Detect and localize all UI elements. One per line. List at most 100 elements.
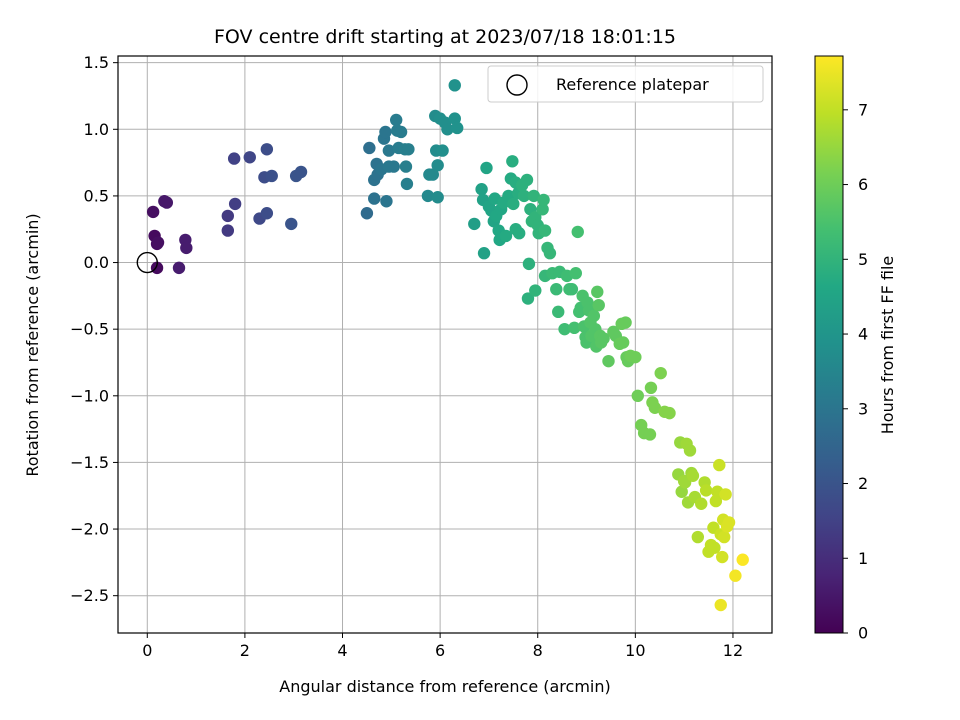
scatter-point	[151, 236, 165, 249]
y-tick-label: −2.0	[70, 520, 109, 539]
scatter-point	[592, 298, 605, 312]
scatter-point	[538, 224, 552, 237]
scatter-point	[565, 282, 579, 296]
scatter-point	[568, 321, 581, 335]
scatter-point	[421, 189, 435, 203]
scatter-point	[729, 569, 742, 582]
scatter-point	[431, 159, 444, 172]
scatter-point	[243, 151, 256, 164]
y-axis-label: Rotation from reference (arcmin)	[23, 213, 42, 476]
colorbar-tick-label: 3	[858, 399, 868, 418]
x-tick-label: 6	[435, 641, 445, 660]
scatter-point	[468, 217, 481, 231]
scatter-point	[552, 305, 565, 319]
x-tick-label: 8	[533, 641, 543, 660]
scatter-point	[719, 488, 732, 501]
scatter-point	[716, 550, 729, 564]
scatter-point	[522, 257, 536, 271]
scatter-point	[512, 227, 526, 240]
scatter-point	[644, 381, 658, 395]
scatter-point	[387, 160, 400, 173]
scatter-point	[146, 205, 160, 219]
scatter-point	[221, 224, 235, 237]
scatter-point	[536, 203, 549, 216]
scatter-point	[382, 144, 396, 157]
scatter-point	[294, 165, 308, 179]
scatter-point	[619, 316, 632, 329]
scatter-point	[591, 285, 604, 299]
scatter-point	[663, 406, 676, 420]
scatter-point	[399, 160, 413, 173]
scatter-point	[527, 189, 541, 203]
x-tick-label: 0	[142, 641, 152, 660]
scatter-point	[448, 112, 461, 125]
scatter-point	[521, 292, 535, 305]
scatter-point	[529, 284, 542, 297]
scatter-point	[227, 152, 241, 165]
colorbar-label: Hours from first FF file	[878, 256, 897, 435]
y-tick-label: 1.0	[84, 120, 109, 139]
scatter-point	[714, 598, 727, 612]
scatter-point	[550, 282, 563, 296]
y-tick-label: −0.5	[70, 320, 109, 339]
scatter-point	[683, 444, 697, 457]
scatter-point	[160, 196, 174, 209]
plot-frame	[117, 55, 773, 634]
legend-label: Reference platepar	[556, 75, 709, 94]
colorbar-tick-label: 2	[858, 474, 868, 493]
scatter-point	[499, 229, 513, 243]
y-tick-label: 0.0	[84, 253, 109, 272]
scatter-point	[616, 336, 630, 349]
colorbar-ticks: 0 1 2 3 4 5 6 7	[843, 100, 868, 643]
scatter-point	[475, 183, 488, 196]
scatter-point	[379, 125, 392, 139]
scatter-point	[736, 553, 749, 566]
scatter-point	[602, 354, 615, 368]
scatter-point	[448, 79, 461, 92]
scatter-point	[717, 530, 731, 544]
colorbar-tick-label: 1	[858, 549, 868, 568]
y-axis: −2.5 −2.0 −1.5 −1.0 −0.5 0.0 0.5 1.0 1.5	[70, 53, 118, 605]
x-tick-label: 4	[337, 641, 347, 660]
scatter-point	[537, 193, 550, 207]
scatter-point	[260, 143, 274, 156]
scatter-point	[431, 191, 444, 204]
scatter-point	[150, 261, 164, 275]
scatter-point	[389, 113, 403, 127]
scatter-point	[631, 389, 644, 403]
scatter-point	[228, 197, 242, 211]
scatter-point	[643, 428, 657, 441]
legend-box	[487, 65, 764, 103]
scatter-point	[426, 168, 439, 181]
scatter-point	[648, 401, 662, 414]
scatter-point	[436, 144, 449, 157]
scatter-point	[285, 217, 298, 231]
reference-marker	[136, 251, 158, 274]
colorbar-tick-label: 0	[858, 624, 868, 643]
legend: Reference platepar	[487, 65, 764, 103]
colorbar: 0 1 2 3 4 5 6 7 Hours from first FF file	[814, 55, 897, 643]
scatter-point	[368, 192, 381, 205]
scatter-point	[221, 209, 235, 223]
y-tick-label: −1.5	[70, 453, 109, 472]
scatter-point	[400, 177, 414, 191]
legend-marker	[506, 74, 528, 96]
scatter-point	[380, 195, 393, 208]
scatter-point	[675, 485, 688, 498]
x-axis: 0 2 4 6 8 10 12	[142, 633, 743, 660]
scatter-point	[722, 516, 736, 529]
scatter-point	[520, 173, 534, 187]
scatter-point	[571, 225, 584, 239]
x-axis-label: Angular distance from reference (arcmin)	[279, 677, 610, 696]
scatter-point	[587, 309, 601, 323]
colorbar-gradient	[814, 55, 844, 634]
scatter-point	[517, 189, 531, 203]
scatter-point	[699, 484, 713, 497]
scatter-point	[543, 247, 557, 260]
scatter-point	[558, 322, 571, 336]
scatter-point	[172, 261, 186, 275]
scatter-point	[180, 241, 193, 255]
y-tick-label: −2.5	[70, 586, 109, 605]
colorbar-tick-label: 4	[858, 325, 868, 344]
